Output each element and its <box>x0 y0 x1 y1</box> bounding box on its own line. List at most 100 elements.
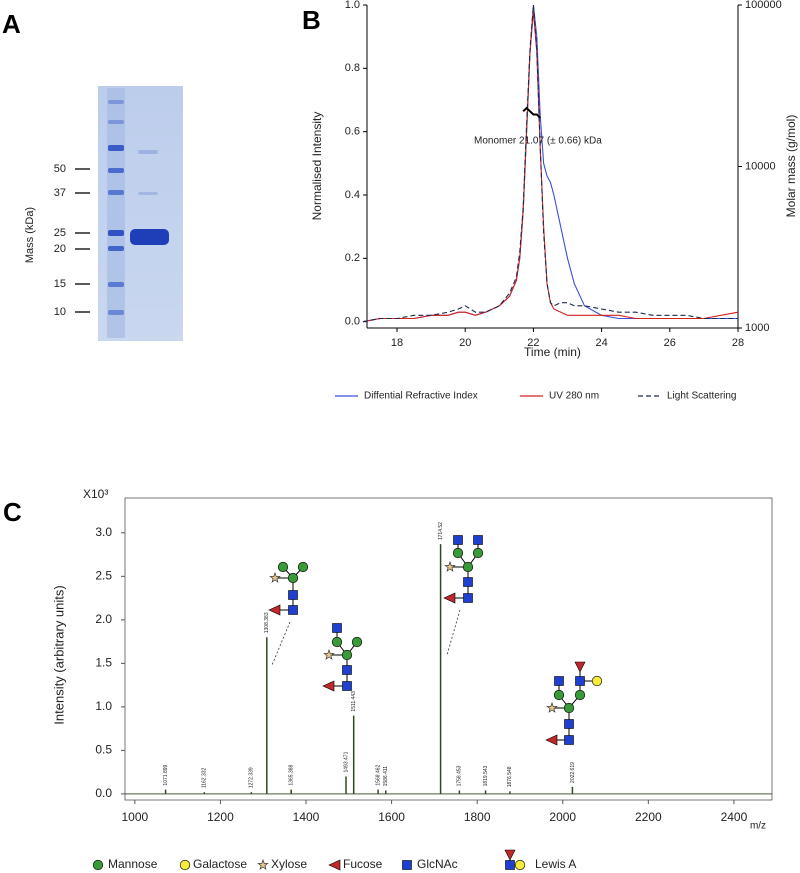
fucose-symbol <box>574 661 586 673</box>
peak-label: 1365.388 <box>289 764 295 785</box>
xylose-symbol <box>257 858 269 870</box>
marker-label: 15 <box>54 278 66 290</box>
peak-label: 1586.411 <box>383 766 389 787</box>
fucose-symbol <box>328 859 341 871</box>
legend-label: Light Scattering <box>667 391 737 402</box>
peak-label: 1162.332 <box>202 767 208 788</box>
y-tick-label: 1.0 <box>95 699 112 713</box>
y-tick-label: 0.6 <box>345 126 360 138</box>
series-line <box>522 106 541 119</box>
x-tick-label: 2200 <box>635 810 662 824</box>
plot-frame <box>124 497 773 801</box>
glcnac-symbol <box>463 593 473 603</box>
xylose-symbol <box>323 648 335 660</box>
hexose-symbol <box>287 572 299 584</box>
hexose-symbol <box>591 675 603 687</box>
leader-line <box>271 621 291 666</box>
hexose-symbol <box>92 859 104 871</box>
x-tick-label: 22 <box>527 337 539 349</box>
x-tick-label: 18 <box>391 337 403 349</box>
series-line <box>362 4 738 323</box>
peak-label: 1511.443 <box>351 691 357 712</box>
y-tick-label: 1.5 <box>95 656 112 670</box>
glcnac-symbol <box>402 860 412 870</box>
y-axis-label: Intensity (arbitrary units) <box>51 585 66 724</box>
hexose-symbol <box>452 547 464 559</box>
hexose-symbol <box>574 689 586 701</box>
glcnac-symbol <box>463 577 473 587</box>
panel-letter: A <box>2 9 21 39</box>
glycan-legend-label: Mannose <box>108 857 158 871</box>
hexose-symbol <box>514 859 526 871</box>
peak-label: 1272.339 <box>249 767 255 788</box>
glcnac-symbol <box>554 676 564 686</box>
peak-label: 1876.548 <box>507 766 513 787</box>
y-tick-label: 2.5 <box>95 569 112 583</box>
x-tick-label: 1000 <box>121 810 148 824</box>
glycan-legend-label: Lewis A <box>535 857 576 871</box>
glcnac-symbol <box>288 605 298 615</box>
hexose-symbol <box>341 649 353 661</box>
x-tick-label: 1600 <box>378 810 405 824</box>
xylose-symbol <box>546 701 558 713</box>
y-tick-label: 3.0 <box>95 525 112 539</box>
hexose-symbol <box>472 547 484 559</box>
x-tick-label: 20 <box>459 337 471 349</box>
panel-letter: C <box>3 497 22 527</box>
peak-label: 1308.383 <box>264 612 270 633</box>
x-axis-label: Time (min) <box>524 345 581 359</box>
axis-multiplier: X10³ <box>83 487 108 501</box>
glcnac-symbol <box>288 590 298 600</box>
peak-label: 2022.619 <box>570 762 576 783</box>
peak-label: 1071.899 <box>163 764 169 785</box>
x-tick-label: 24 <box>595 337 607 349</box>
y-tick-label: 0.5 <box>95 743 112 757</box>
fucose-symbol <box>268 604 281 616</box>
fucose-symbol <box>443 592 456 604</box>
y-axis-label: Normalised Intensity <box>310 112 324 221</box>
hexose-symbol <box>563 702 575 714</box>
marker-label: 37 <box>54 187 66 199</box>
peak-label: 1714.52 <box>438 522 444 540</box>
legend-label: UV 280 nm <box>549 391 599 402</box>
y-tick-label: 0.4 <box>345 189 360 201</box>
hexose-symbol <box>553 689 565 701</box>
series-line <box>362 4 738 323</box>
x-tick-label: 28 <box>732 337 744 349</box>
glycan-legend-label: Xylose <box>271 857 307 871</box>
glcnac-symbol <box>342 665 352 675</box>
x-tick-label: 1400 <box>293 810 320 824</box>
hexose-symbol <box>351 636 363 648</box>
peak-label: 1758.453 <box>457 765 463 786</box>
marker-label: 20 <box>54 243 66 255</box>
glycan-legend-label: Galactose <box>193 857 247 871</box>
leader-line <box>446 609 461 656</box>
hexose-symbol <box>179 859 191 871</box>
fucose-symbol <box>545 734 558 746</box>
x-tick-label: 1800 <box>464 810 491 824</box>
x-axis-label: m/z <box>750 821 766 832</box>
hexose-symbol <box>277 561 289 573</box>
glcnac-symbol <box>505 860 515 870</box>
gel-image <box>98 86 183 341</box>
y-tick-label: 0.0 <box>345 316 360 328</box>
peak-label: 1568.462 <box>375 764 381 785</box>
peak-label: 1493.471 <box>343 751 349 772</box>
peak-label: 1819.543 <box>483 765 489 786</box>
y-tick-label: 2.0 <box>95 612 112 626</box>
annotation: Monomer 21.07 (± 0.66) kDa <box>474 136 602 147</box>
y-tick-label: 0.8 <box>345 62 360 74</box>
glcnac-symbol <box>342 681 352 691</box>
x-tick-label: 2400 <box>721 810 748 824</box>
glycan-legend-label: Fucose <box>343 857 383 871</box>
glcnac-symbol <box>564 735 574 745</box>
glcnac-symbol <box>564 719 574 729</box>
glcnac-symbol <box>473 535 483 545</box>
y-tick-label: 0.0 <box>95 786 112 800</box>
glcnac-symbol <box>575 676 585 686</box>
y2-tick-label: 10000 <box>745 160 776 172</box>
glycan-legend-label: GlcNAc <box>417 857 458 871</box>
hexose-symbol <box>331 636 343 648</box>
y2-tick-label: 1000 <box>745 322 769 334</box>
glycan-bond <box>336 628 358 656</box>
